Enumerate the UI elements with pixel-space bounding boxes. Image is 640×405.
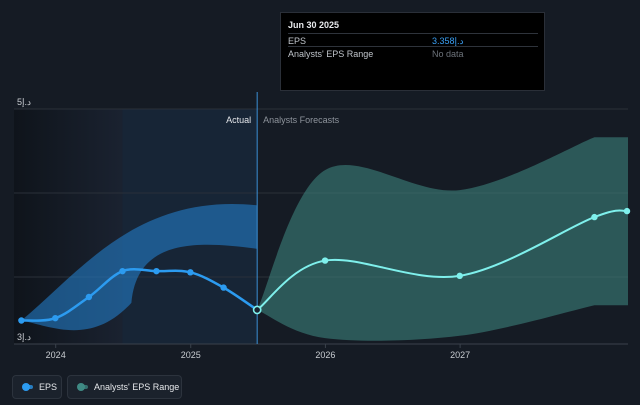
eps-legend-icon [22, 383, 33, 391]
legend-range-label: Analysts' EPS Range [94, 382, 180, 392]
eps-actual-point [85, 293, 93, 301]
actual-eps-band [21, 204, 258, 331]
eps-forecast-point [591, 213, 598, 221]
x-tick-label: 2025 [181, 350, 201, 360]
eps-highlight-point [252, 305, 262, 315]
eps-forecast-point [321, 257, 329, 264]
eps-actual-point [52, 314, 59, 322]
tooltip-eps-value: د.إ3.358 [432, 36, 464, 46]
tooltip-row-eps: EPS د.إ3.358 [288, 33, 538, 47]
tooltip-range-value: No data [432, 49, 464, 59]
eps-actual-point [18, 317, 25, 324]
forecast-label: Analysts Forecasts [263, 115, 340, 125]
eps-actual-point [187, 269, 194, 276]
x-tick-label: 2024 [46, 350, 66, 360]
x-tick-label: 2026 [315, 350, 335, 360]
y-tick-label: د.إ5 [17, 97, 31, 108]
range-legend-icon [77, 383, 88, 391]
y-tick-label: د.إ3 [17, 332, 31, 343]
eps-forecast-point [623, 207, 631, 215]
actual-label: Actual [226, 115, 251, 125]
legend-item-range[interactable]: Analysts' EPS Range [67, 375, 182, 399]
tooltip-date: Jun 30 2025 [288, 20, 340, 30]
tooltip-range-label: Analysts' EPS Range [288, 49, 374, 59]
eps-actual-point [153, 267, 160, 275]
eps-forecast-point [456, 272, 463, 280]
eps-actual-point [119, 267, 126, 275]
x-tick-label: 2027 [450, 350, 470, 360]
analysts-eps-range-area [257, 137, 628, 341]
legend-eps-label: EPS [39, 382, 58, 392]
tooltip: Jun 30 2025 EPS د.إ3.358 Analysts' EPS R… [280, 12, 545, 91]
eps-actual-point [220, 284, 227, 291]
legend-item-eps[interactable]: EPS [12, 375, 62, 399]
tooltip-row-range: Analysts' EPS Range No data [288, 46, 538, 60]
tooltip-eps-label: EPS [288, 36, 307, 46]
